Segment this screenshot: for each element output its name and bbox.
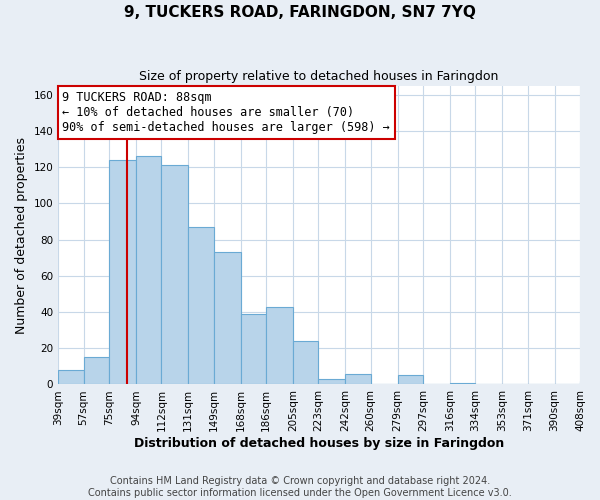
Text: 9, TUCKERS ROAD, FARINGDON, SN7 7YQ: 9, TUCKERS ROAD, FARINGDON, SN7 7YQ — [124, 5, 476, 20]
Bar — [214, 252, 241, 384]
X-axis label: Distribution of detached houses by size in Faringdon: Distribution of detached houses by size … — [134, 437, 504, 450]
Bar — [136, 156, 161, 384]
Y-axis label: Number of detached properties: Number of detached properties — [15, 136, 28, 334]
Text: Contains HM Land Registry data © Crown copyright and database right 2024.
Contai: Contains HM Land Registry data © Crown c… — [88, 476, 512, 498]
Bar — [398, 376, 423, 384]
Bar — [161, 166, 188, 384]
Bar — [450, 382, 475, 384]
Bar — [83, 358, 109, 384]
Text: 9 TUCKERS ROAD: 88sqm
← 10% of detached houses are smaller (70)
90% of semi-deta: 9 TUCKERS ROAD: 88sqm ← 10% of detached … — [62, 91, 390, 134]
Bar — [241, 314, 266, 384]
Bar — [319, 379, 345, 384]
Bar — [109, 160, 136, 384]
Bar — [58, 370, 83, 384]
Title: Size of property relative to detached houses in Faringdon: Size of property relative to detached ho… — [139, 70, 499, 83]
Bar — [266, 306, 293, 384]
Bar — [345, 374, 371, 384]
Bar — [580, 381, 600, 384]
Bar — [293, 341, 319, 384]
Bar — [188, 227, 214, 384]
